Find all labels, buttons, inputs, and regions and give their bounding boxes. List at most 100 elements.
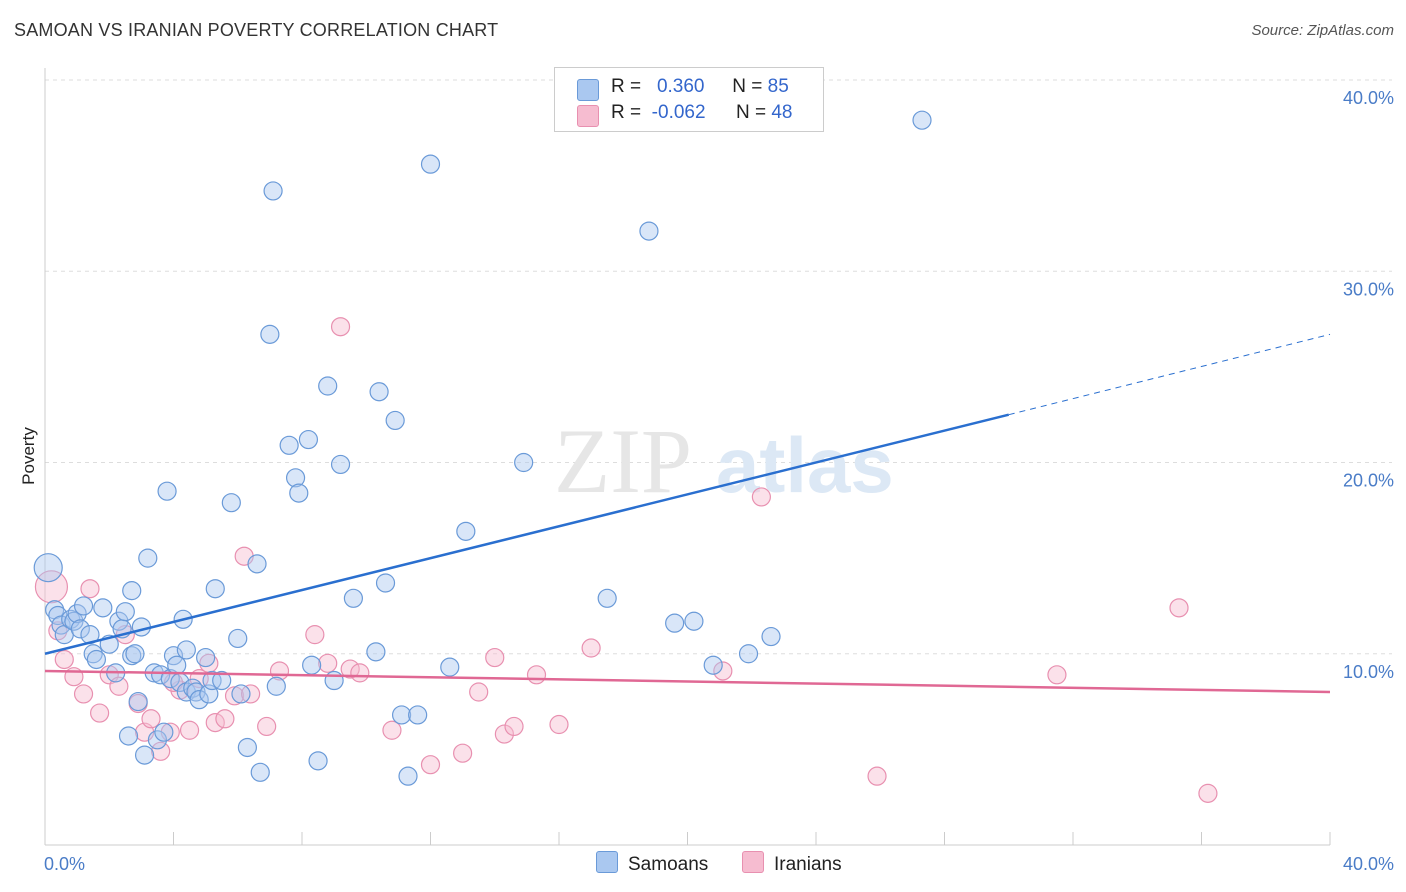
point-samoans xyxy=(289,483,309,503)
y-tick-label: 40.0% xyxy=(1343,88,1394,108)
point-samoans xyxy=(440,657,460,677)
bottom-legend-swatch-iranians xyxy=(742,851,764,873)
point-iranians xyxy=(330,317,351,337)
point-iranians xyxy=(867,766,887,786)
point-samoans xyxy=(266,676,286,696)
point-samoans xyxy=(138,548,158,568)
point-samoans xyxy=(221,493,241,513)
legend-swatch-iranians xyxy=(577,105,599,127)
point-samoans xyxy=(189,690,209,710)
axes xyxy=(44,68,1331,846)
point-iranians xyxy=(549,714,569,735)
legend-r-label: R = xyxy=(611,102,642,123)
point-samoans xyxy=(122,581,142,601)
point-iranians xyxy=(179,720,200,740)
point-iranians xyxy=(1169,598,1189,618)
trend-line-samoans-extension xyxy=(1008,333,1331,416)
point-samoans xyxy=(86,649,107,670)
point-iranians xyxy=(54,649,74,670)
point-samoans xyxy=(70,619,90,639)
legend-r-label: R = xyxy=(611,76,642,97)
point-iranians xyxy=(1047,665,1067,685)
point-samoans xyxy=(761,626,781,647)
point-samoans xyxy=(151,665,171,685)
legend-n-label: N = xyxy=(735,102,767,123)
point-iranians xyxy=(340,659,360,679)
point-samoans xyxy=(93,598,113,618)
watermark-zip: ZIP xyxy=(554,410,692,512)
point-samoans xyxy=(385,410,405,431)
point-iranians xyxy=(420,755,441,775)
point-samoans xyxy=(247,554,267,574)
chart-title: SAMOAN VS IRANIAN POVERTY CORRELATION CH… xyxy=(14,20,499,40)
point-samoans xyxy=(298,429,319,450)
point-samoans xyxy=(212,670,232,691)
x-tick-label-end: 40.0% xyxy=(1343,854,1394,874)
legend-r-value-iranians: -0.062 xyxy=(651,102,706,123)
point-samoans xyxy=(597,588,617,608)
point-samoans xyxy=(228,628,248,649)
point-samoans xyxy=(302,655,322,675)
point-samoans xyxy=(408,705,428,725)
point-samoans xyxy=(456,521,476,541)
y-tick-label: 10.0% xyxy=(1343,662,1394,682)
point-samoans xyxy=(154,722,174,742)
point-samoans xyxy=(128,691,148,712)
point-samoans xyxy=(260,324,280,344)
point-samoans xyxy=(279,435,299,455)
legend-n-value-iranians: 48 xyxy=(771,102,793,123)
point-iranians xyxy=(494,724,514,744)
point-samoans xyxy=(157,481,177,501)
legend: R = 0.360 N = 85 R = -0.062 N = 48 xyxy=(554,67,824,132)
y-tick-label: 20.0% xyxy=(1343,471,1394,491)
legend-swatch-samoans xyxy=(577,79,599,101)
point-samoans xyxy=(398,766,418,786)
point-iranians xyxy=(73,684,94,704)
bottom-legend-label-iranians: Iranians xyxy=(774,854,842,875)
point-samoans xyxy=(420,154,441,174)
point-samoans xyxy=(83,644,103,664)
point-iranians xyxy=(350,663,370,683)
point-iranians xyxy=(485,647,505,668)
point-samoans xyxy=(147,730,168,750)
point-samoans xyxy=(324,670,344,691)
series-iranians xyxy=(34,317,1218,803)
y-tick-label: 30.0% xyxy=(1343,279,1394,299)
point-samoans xyxy=(231,684,251,704)
point-iranians xyxy=(241,684,261,704)
bottom-legend-iranians: Iranians xyxy=(742,851,842,876)
point-samoans xyxy=(912,110,932,130)
point-samoans xyxy=(308,751,328,771)
point-iranians xyxy=(305,625,325,645)
point-samoans xyxy=(366,642,386,662)
point-samoans xyxy=(684,611,704,631)
source-label: Source: ZipAtlas.com xyxy=(1251,22,1394,39)
point-samoans xyxy=(263,181,283,201)
point-samoans xyxy=(202,670,222,691)
trend-line-iranians xyxy=(44,669,1331,694)
legend-n-label: N = xyxy=(732,76,763,97)
point-samoans xyxy=(73,596,94,616)
point-samoans xyxy=(285,468,306,488)
point-samoans xyxy=(330,454,351,475)
grid-lines xyxy=(45,79,1392,655)
point-samoans xyxy=(318,376,338,396)
point-iranians xyxy=(205,712,225,733)
point-iranians xyxy=(1198,783,1218,803)
point-iranians xyxy=(469,682,489,702)
axis-labels: 10.0% 20.0% 30.0% 40.0% 0.0% 40.0% xyxy=(44,88,1394,874)
point-samoans xyxy=(131,617,151,637)
point-iranians xyxy=(751,487,771,507)
bottom-legend-swatch-samoans xyxy=(596,851,618,873)
point-samoans xyxy=(343,588,363,608)
point-iranians xyxy=(141,709,161,729)
point-iranians xyxy=(713,661,733,681)
point-samoans xyxy=(665,613,685,633)
point-samoans xyxy=(33,553,63,583)
point-samoans xyxy=(237,737,257,758)
point-iranians xyxy=(215,709,235,729)
point-samoans xyxy=(514,452,534,473)
trend-line-samoans xyxy=(44,413,1010,655)
bottom-legend-samoans: Samoans xyxy=(596,851,708,876)
